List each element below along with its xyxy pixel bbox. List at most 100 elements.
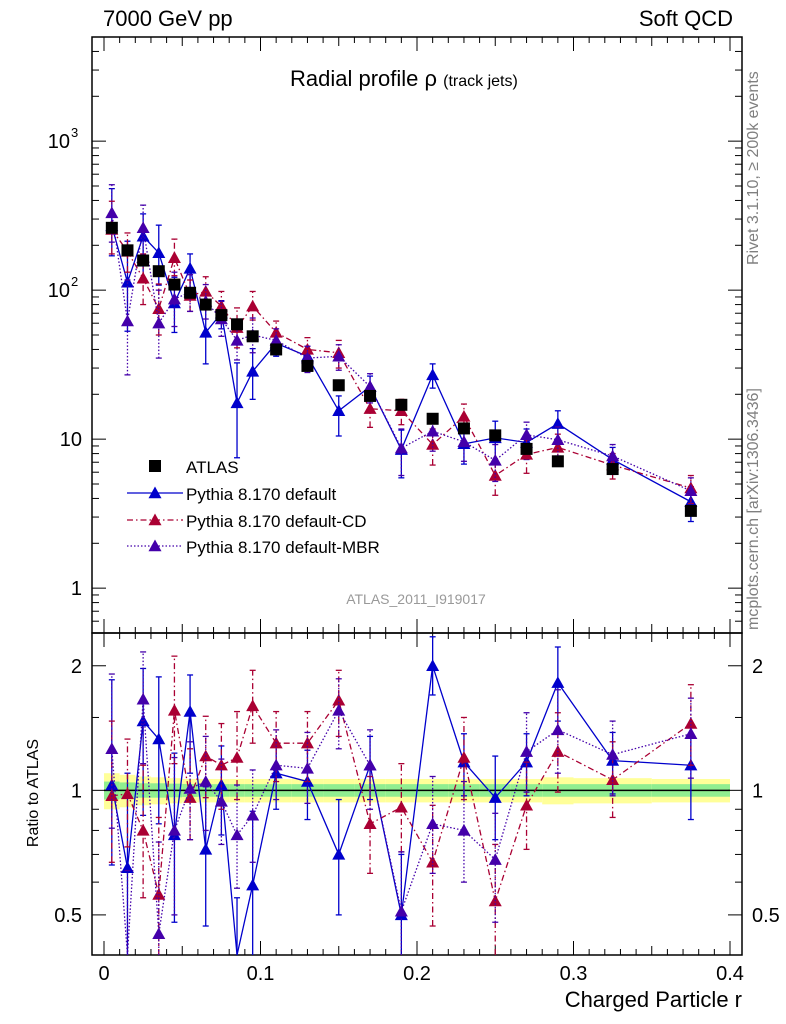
ratio-point-mbr (136, 692, 150, 705)
data-point-atlas (606, 463, 619, 476)
x-axis-label: Charged Particle r (565, 987, 742, 1012)
ratio-point-mbr (230, 828, 244, 841)
data-point-atlas (105, 221, 118, 234)
data-point-cd (488, 469, 502, 481)
ratio-point-cd (684, 717, 698, 729)
data-point-default (332, 404, 346, 416)
x-tick-label: 0.1 (247, 963, 275, 985)
legend-marker-cd (148, 513, 162, 526)
data-point-cd (363, 402, 377, 414)
header-right: Soft QCD (638, 6, 733, 31)
ratio-point-mbr (269, 758, 283, 771)
y-tick-label: 1 (71, 578, 82, 600)
ratio-point-cd (167, 703, 181, 716)
data-point-cd (246, 299, 260, 312)
ratio-point-cd (394, 800, 408, 813)
data-point-default (136, 229, 150, 242)
data-point-atlas (520, 442, 533, 455)
data-point-mbr (488, 453, 502, 466)
data-point-atlas (246, 330, 259, 343)
ratio-point-cd (214, 758, 228, 771)
data-point-atlas (301, 359, 314, 372)
data-point-cd (136, 271, 150, 284)
data-point-mbr (136, 221, 150, 234)
legend-label-default: Pythia 8.170 default (186, 485, 337, 504)
data-point-atlas (168, 278, 181, 291)
data-point-cd (214, 299, 228, 312)
x-tick-label: 0.2 (403, 963, 431, 985)
ratio-point-cd (120, 787, 134, 800)
ratio-y-tick-label-right: 0.5 (752, 905, 780, 927)
data-point-atlas (199, 298, 212, 311)
ratio-y-tick-label: 2 (71, 656, 82, 678)
ratio-point-mbr (300, 761, 314, 774)
ratio-y-tick-label: 1 (71, 780, 82, 802)
data-point-mbr (152, 316, 166, 329)
ratio-point-default (246, 878, 260, 891)
ratio-y-tick-label-right: 1 (752, 780, 763, 802)
ratio-point-mbr (332, 703, 346, 716)
legend-marker-atlas (149, 460, 161, 472)
data-point-default (183, 261, 197, 274)
legend-label-cd: Pythia 8.170 default-CD (186, 512, 367, 531)
data-point-atlas (551, 455, 564, 468)
ratio-point-mbr (684, 727, 698, 739)
ratio-line-cd (111, 698, 692, 904)
ratio-point-mbr (394, 904, 408, 917)
data-point-atlas (364, 389, 377, 402)
data-point-default (199, 325, 213, 338)
ratio-point-mbr (246, 808, 260, 821)
series-line-mbr (111, 212, 692, 492)
ratio-point-default (120, 861, 134, 873)
ratio-point-mbr (457, 823, 471, 836)
data-point-mbr (426, 424, 440, 437)
analysis-watermark: ATLAS_2011_I919017 (346, 591, 486, 607)
ratio-point-mbr (606, 748, 620, 760)
ratio-point-cd (152, 888, 166, 900)
data-point-cd (167, 251, 181, 263)
ratio-point-mbr (167, 823, 181, 836)
data-point-mbr (394, 441, 408, 454)
y-tick-label-exponent: 2 (71, 274, 78, 289)
ratio-point-default (426, 659, 440, 671)
ratio-point-cd (363, 817, 377, 830)
chart-title: Radial profile ρ (track jets) (290, 66, 518, 91)
ratio-point-mbr (199, 775, 213, 787)
ratio-point-mbr (520, 745, 534, 757)
ratio-line-mbr (111, 699, 692, 956)
ratio-point-mbr (488, 853, 502, 865)
y-axis-label: Ratio to ATLAS (25, 739, 42, 847)
data-point-mbr (167, 292, 181, 305)
legend-label-atlas: ATLAS (186, 458, 239, 477)
ratio-point-default (183, 705, 197, 717)
data-point-atlas (184, 286, 197, 299)
x-tick-label: 0.4 (716, 963, 744, 985)
ratio-point-mbr (152, 927, 166, 940)
data-point-cd (300, 342, 314, 355)
ratio-line-default (111, 665, 691, 956)
ratio-point-cd (606, 773, 620, 786)
ratio-point-mbr (183, 782, 197, 794)
data-point-atlas (121, 244, 134, 257)
data-point-default (230, 396, 244, 409)
x-tick-label: 0 (98, 963, 109, 985)
ratio-point-cd (230, 751, 244, 763)
y-tick-label: 10 (48, 280, 70, 302)
data-point-mbr (520, 428, 534, 440)
ratio-point-default (332, 847, 346, 860)
data-point-cd (269, 325, 283, 338)
data-point-default (426, 368, 440, 381)
ratio-point-cd (457, 751, 471, 763)
data-point-mbr (332, 349, 346, 362)
data-point-mbr (606, 449, 620, 462)
ratio-point-mbr (426, 817, 440, 830)
header-left: 7000 GeV pp (103, 6, 233, 31)
data-point-atlas (152, 265, 165, 278)
ratio-point-mbr (214, 794, 228, 807)
data-point-mbr (269, 333, 283, 346)
legend-marker-default (148, 486, 162, 499)
data-point-atlas (270, 343, 283, 356)
data-point-mbr (684, 484, 698, 497)
data-point-atlas (231, 318, 244, 331)
